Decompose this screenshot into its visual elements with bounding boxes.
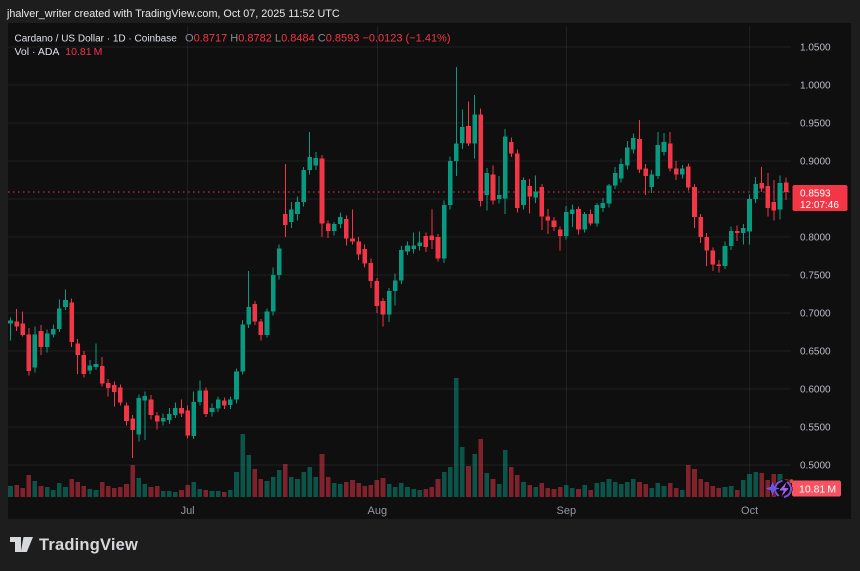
svg-text:0.5500: 0.5500 (800, 423, 831, 434)
svg-text:0.7500: 0.7500 (800, 271, 831, 282)
svg-text:0.9500: 0.9500 (800, 119, 831, 130)
svg-text:O0.8717 H0.8782 L0.8484 C0.: O0.8717 H0.8782 L0.8484 C0.8593 −0.0123 … (185, 33, 451, 45)
svg-text:1.0500: 1.0500 (800, 43, 831, 54)
svg-text:0.7000: 0.7000 (800, 309, 831, 320)
svg-text:Sep: Sep (557, 505, 577, 517)
svg-text:0.5000: 0.5000 (800, 461, 831, 472)
svg-text:Aug: Aug (368, 505, 388, 517)
svg-text:Vol · ADA 10.81 M: Vol · ADA 10.81 M (15, 46, 103, 58)
svg-text:0.9000: 0.9000 (800, 157, 831, 168)
svg-text:1.0000: 1.0000 (800, 81, 831, 92)
svg-text:0.8000: 0.8000 (800, 233, 831, 244)
svg-text:0.6000: 0.6000 (800, 385, 831, 396)
svg-text:0.8593: 0.8593 (800, 189, 831, 200)
svg-text:10.81 M: 10.81 M (799, 484, 836, 496)
svg-text:0.6500: 0.6500 (800, 347, 831, 358)
svg-text:Oct: Oct (741, 505, 758, 517)
svg-text:Cardano / US Dollar · 1D · Coi: Cardano / US Dollar · 1D · Coinbase (15, 34, 178, 45)
svg-text:12:07:46: 12:07:46 (800, 200, 839, 211)
svg-text:Jul: Jul (181, 505, 195, 517)
